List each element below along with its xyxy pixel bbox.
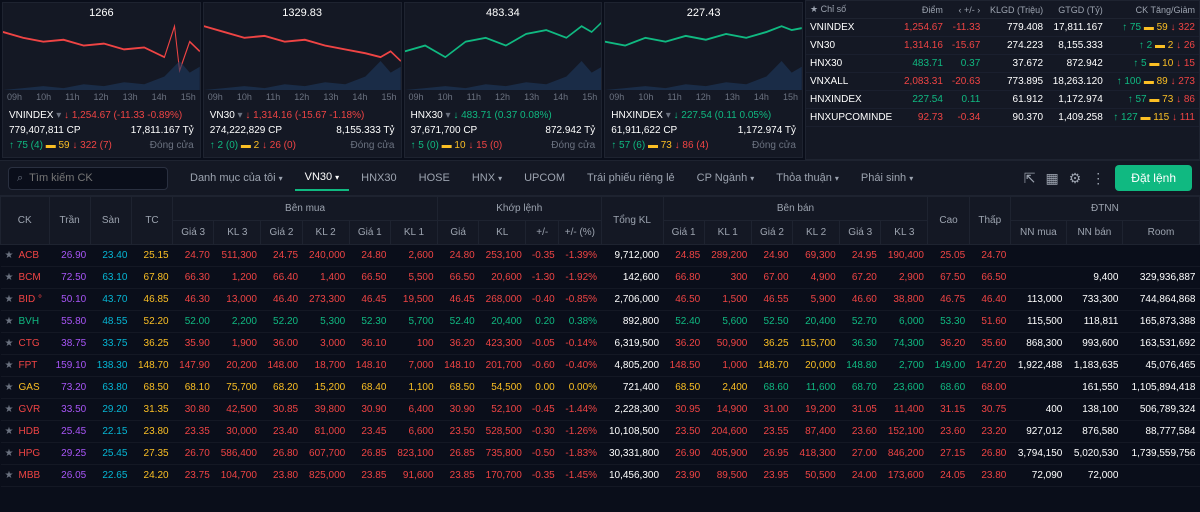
search-box[interactable]: ⌕ [8, 167, 168, 190]
expand-icon[interactable]: ⇱ [1024, 170, 1036, 187]
th-san[interactable]: Sàn [90, 197, 131, 245]
th-cao[interactable]: Cao [928, 197, 969, 245]
stock-row[interactable]: ★BID ° 50.10 43.70 46.85 46.3013,00046.4… [1, 289, 1200, 311]
idx-h-point: Điểm [899, 1, 947, 19]
star-icon[interactable]: ★ [5, 448, 14, 459]
tab-CP Ngành[interactable]: CP Ngành▾ [687, 166, 765, 190]
th-tc[interactable]: TC [131, 197, 172, 245]
chart-peak: 1266 [89, 7, 113, 19]
th-tongkl[interactable]: Tổng KL [601, 197, 663, 245]
tab-UPCOM[interactable]: UPCOM [514, 166, 575, 190]
th-bm-k3[interactable]: KL 3 [214, 221, 261, 245]
th-bb-k3[interactable]: KL 3 [881, 221, 928, 245]
th-thap[interactable]: Thấp [969, 197, 1010, 245]
th-ck[interactable]: CK [1, 197, 50, 245]
th-tran[interactable]: Trần [49, 197, 90, 245]
chart-peak: 227.43 [687, 7, 721, 19]
tab-VN30[interactable]: VN30▾ [295, 165, 350, 191]
star-icon[interactable]: ★ [5, 316, 14, 327]
idx-h-chg: ‹ +/- › [947, 1, 984, 19]
index-row[interactable]: HNXUPCOMINDE 92.73 -0.34 90.370 1,409.25… [806, 109, 1199, 127]
star-icon[interactable]: ★ [5, 360, 14, 371]
th-bb-k2[interactable]: KL 2 [793, 221, 840, 245]
th-kl-c[interactable]: +/- [526, 221, 559, 245]
tab-Thỏa thuận[interactable]: Thỏa thuận▾ [766, 166, 849, 190]
star-icon[interactable]: ★ [5, 382, 14, 393]
index-row[interactable]: VNINDEX 1,254.67 -11.33 779.408 17,811.1… [806, 19, 1199, 37]
chart-panel-VN30[interactable]: 1329.83 09h10h11h12h13h14h15h VN30 ▾ ↓ 1… [203, 2, 402, 158]
th-kl-k[interactable]: KL [479, 221, 526, 245]
stock-row[interactable]: ★BVH 55.80 48.55 52.20 52.002,20052.205,… [1, 311, 1200, 333]
index-row[interactable]: VNXALL 2,083.31 -20.63 773.895 18,263.12… [806, 73, 1199, 91]
stock-row[interactable]: ★GAS 73.20 63.80 68.50 68.1075,70068.201… [1, 377, 1200, 399]
th-nnm[interactable]: NN mua [1010, 221, 1066, 245]
stock-row[interactable]: ★BCM 72.50 63.10 67.80 66.301,20066.401,… [1, 267, 1200, 289]
tab-Trái phiếu riêng lẻ[interactable]: Trái phiếu riêng lẻ [577, 166, 685, 190]
chart-peak: 1329.83 [282, 7, 322, 19]
place-order-button[interactable]: Đặt lệnh [1115, 165, 1192, 191]
idx-h-name: ★ Chỉ số [806, 1, 899, 19]
tab-HOSE[interactable]: HOSE [409, 166, 460, 190]
chart-time-axis: 09h10h11h12h13h14h15h [3, 90, 200, 104]
th-benban: Bên bán [663, 197, 928, 221]
star-icon[interactable]: ★ [5, 404, 14, 415]
th-khoplenh: Khớp lệnh [438, 197, 602, 221]
th-bb-g3[interactable]: Giá 3 [840, 221, 881, 245]
search-input[interactable] [29, 172, 159, 184]
chart-time-axis: 09h10h11h12h13h14h15h [605, 90, 802, 104]
th-kl-g[interactable]: Giá [438, 221, 479, 245]
toolbar: ⌕ Danh mục của tôi▾VN30▾HNX30HOSEHNX▾UPC… [0, 160, 1200, 196]
stock-row[interactable]: ★MBB 26.05 22.65 24.20 23.75104,70023.80… [1, 465, 1200, 487]
th-bb-g1[interactable]: Giá 1 [663, 221, 704, 245]
market-tabs: Danh mục của tôi▾VN30▾HNX30HOSEHNX▾UPCOM… [180, 165, 923, 191]
idx-h-val: GTGD (Tỷ) [1047, 1, 1107, 19]
th-bb-g2[interactable]: Giá 2 [751, 221, 792, 245]
stock-row[interactable]: ★FPT 159.10 138.30 148.70 147.9020,20014… [1, 355, 1200, 377]
star-icon[interactable]: ★ [5, 294, 14, 305]
tab-Phái sinh[interactable]: Phái sinh▾ [851, 166, 923, 190]
chart-panel-HNX30[interactable]: 483.34 09h10h11h12h13h14h15h HNX30 ▾ ↓ 4… [404, 2, 603, 158]
th-room[interactable]: Room [1122, 221, 1199, 245]
th-benmua: Bên mua [173, 197, 438, 221]
tab-HNX[interactable]: HNX▾ [462, 166, 512, 190]
more-icon[interactable]: ⋮ [1091, 170, 1105, 187]
stock-row[interactable]: ★CTG 38.75 33.75 36.25 35.901,90036.003,… [1, 333, 1200, 355]
stock-row[interactable]: ★HDB 25.45 22.15 23.80 23.3530,00023.408… [1, 421, 1200, 443]
chart-peak: 483.34 [486, 7, 520, 19]
th-kl-p[interactable]: +/- (%) [559, 221, 601, 245]
idx-h-vol: KLGD (Triệu) [984, 1, 1047, 19]
th-bm-k1[interactable]: KL 1 [390, 221, 437, 245]
chart-time-axis: 09h10h11h12h13h14h15h [204, 90, 401, 104]
th-bm-g1[interactable]: Giá 1 [349, 221, 390, 245]
index-summary-table: ★ Chỉ số Điểm ‹ +/- › KLGD (Triệu) GTGD … [805, 0, 1200, 160]
settings-icon[interactable]: ⚙ [1069, 170, 1082, 187]
stock-row[interactable]: ★ACB 26.90 23.40 25.15 24.70511,30024.75… [1, 245, 1200, 267]
star-icon[interactable]: ★ [5, 426, 14, 437]
idx-h-ud: CK Tăng/Giảm [1107, 1, 1199, 19]
chart-panel-HNXINDEX[interactable]: 227.43 09h10h11h12h13h14h15h HNXINDEX ▾ … [604, 2, 803, 158]
tab-HNX30[interactable]: HNX30 [351, 166, 406, 190]
th-bm-g3[interactable]: Giá 3 [173, 221, 214, 245]
th-bm-g2[interactable]: Giá 2 [261, 221, 302, 245]
star-icon[interactable]: ★ [5, 470, 14, 481]
index-row[interactable]: HNX30 483.71 0.37 37.672 872.942 ↑ 5 ▬ 1… [806, 55, 1199, 73]
stock-row[interactable]: ★HPG 29.25 25.45 27.35 26.70586,40026.80… [1, 443, 1200, 465]
tab-Danh mục của tôi[interactable]: Danh mục của tôi▾ [180, 166, 293, 190]
star-icon[interactable]: ★ [5, 338, 14, 349]
index-row[interactable]: HNXINDEX 227.54 0.11 61.912 1,172.974 ↑ … [806, 91, 1199, 109]
columns-icon[interactable]: ▦ [1046, 170, 1059, 187]
search-icon: ⌕ [17, 172, 23, 185]
th-dtnn: ĐTNN [1010, 197, 1199, 221]
th-nnb[interactable]: NN bán [1066, 221, 1122, 245]
star-icon[interactable]: ★ [5, 250, 14, 261]
th-bb-k1[interactable]: KL 1 [704, 221, 751, 245]
stock-data-table: CK Trần Sàn TC Bên mua Khớp lệnh Tổng KL… [0, 196, 1200, 512]
th-bm-k2[interactable]: KL 2 [302, 221, 349, 245]
stock-row[interactable]: ★GVR 33.50 29.20 31.35 30.8042,50030.853… [1, 399, 1200, 421]
star-icon[interactable]: ★ [5, 272, 14, 283]
index-row[interactable]: VN30 1,314.16 -15.67 274.223 8,155.333 ↑… [806, 37, 1199, 55]
chart-time-axis: 09h10h11h12h13h14h15h [405, 90, 602, 104]
chart-panel-VNINDEX[interactable]: 1266 09h10h11h12h13h14h15h VNINDEX ▾ ↓ 1… [2, 2, 201, 158]
